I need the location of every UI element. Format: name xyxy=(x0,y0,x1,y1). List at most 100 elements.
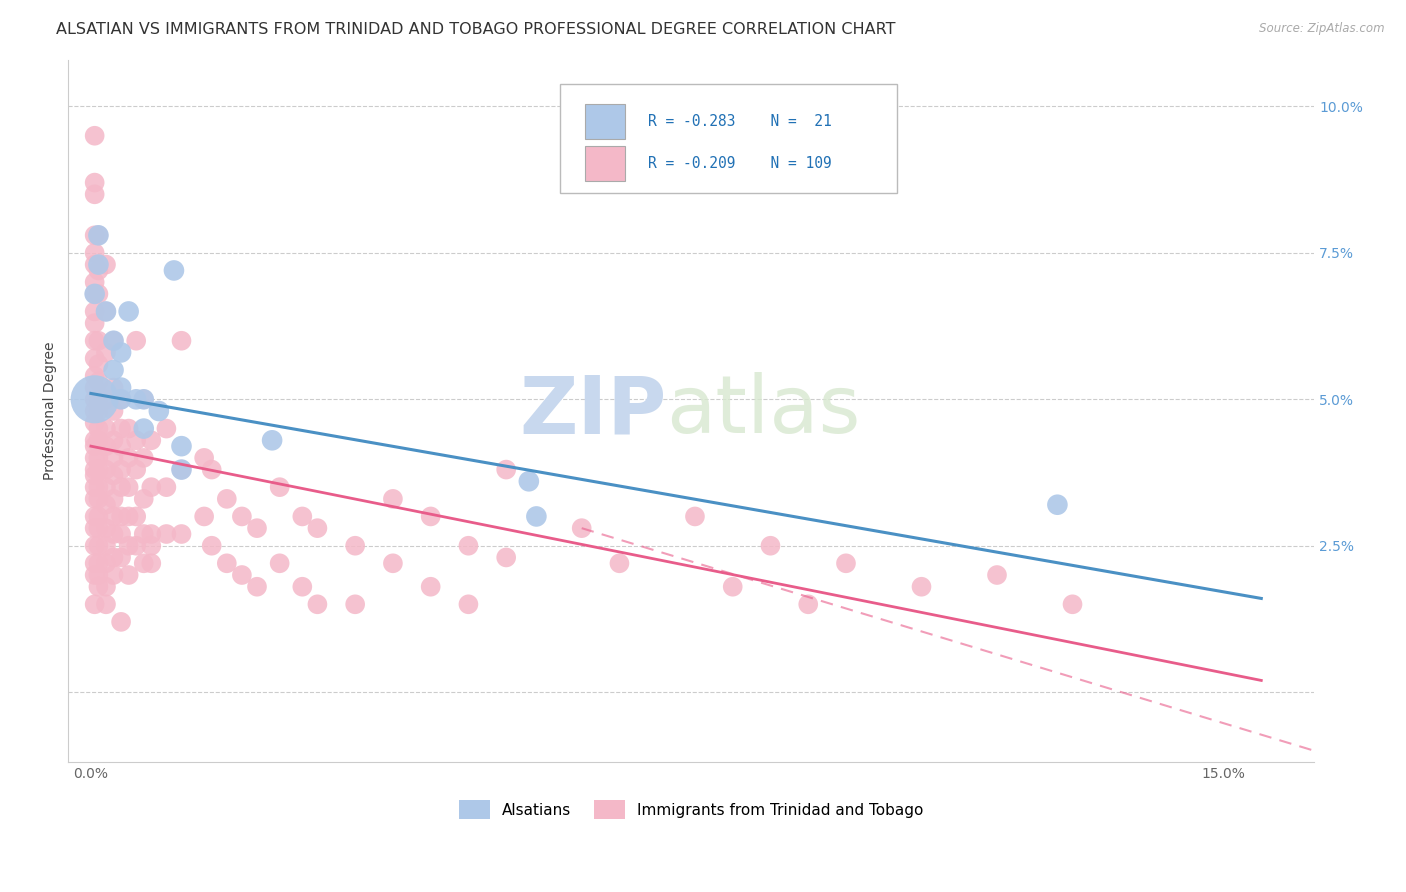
Point xyxy=(103,434,125,448)
Point xyxy=(495,550,517,565)
Point xyxy=(83,416,105,430)
Point xyxy=(83,392,105,407)
Point xyxy=(87,421,110,435)
Point xyxy=(94,304,117,318)
Point xyxy=(87,263,110,277)
Point xyxy=(94,304,117,318)
Point xyxy=(103,363,125,377)
Point xyxy=(419,580,441,594)
Point xyxy=(83,128,105,143)
Point xyxy=(381,491,404,506)
Point xyxy=(155,421,177,435)
Point xyxy=(215,557,238,571)
Point xyxy=(986,568,1008,582)
Point xyxy=(170,527,193,541)
Point xyxy=(125,392,148,407)
Point xyxy=(141,434,163,448)
Point xyxy=(269,557,291,571)
FancyBboxPatch shape xyxy=(561,84,897,194)
Point xyxy=(83,509,105,524)
Point xyxy=(117,304,139,318)
Point xyxy=(110,345,132,359)
Point xyxy=(87,404,110,418)
Point xyxy=(103,527,125,541)
Point xyxy=(87,450,110,465)
Point xyxy=(571,521,593,535)
Point xyxy=(83,462,105,476)
Point xyxy=(83,286,105,301)
Point xyxy=(83,597,105,611)
Point xyxy=(132,392,155,407)
Point xyxy=(83,334,105,348)
Point xyxy=(155,480,177,494)
Point xyxy=(759,539,782,553)
Point xyxy=(83,304,105,318)
Point xyxy=(83,381,105,395)
Point xyxy=(87,539,110,553)
Point xyxy=(201,539,224,553)
Point xyxy=(103,450,125,465)
Point xyxy=(163,263,186,277)
Point xyxy=(110,480,132,494)
Point xyxy=(110,509,132,524)
Point xyxy=(110,392,132,407)
Point xyxy=(125,334,148,348)
Point xyxy=(110,439,132,453)
Point xyxy=(262,434,284,448)
Point xyxy=(231,509,253,524)
Point xyxy=(83,404,105,418)
Point xyxy=(132,491,155,506)
Point xyxy=(132,450,155,465)
Point xyxy=(94,539,117,553)
Point xyxy=(457,597,479,611)
Point xyxy=(87,334,110,348)
Point xyxy=(87,392,110,407)
Point xyxy=(87,491,110,506)
Point xyxy=(83,228,105,243)
Point xyxy=(117,568,139,582)
Point xyxy=(117,421,139,435)
Bar xyxy=(585,146,626,181)
Point xyxy=(87,509,110,524)
Point xyxy=(246,521,269,535)
Legend: Alsatians, Immigrants from Trinidad and Tobago: Alsatians, Immigrants from Trinidad and … xyxy=(453,794,929,825)
Point xyxy=(87,286,110,301)
Point xyxy=(110,550,132,565)
Point xyxy=(83,176,105,190)
Point xyxy=(110,421,132,435)
Point xyxy=(87,462,110,476)
Point xyxy=(94,392,117,407)
Point xyxy=(94,345,117,359)
Point xyxy=(94,258,117,272)
Point xyxy=(215,491,238,506)
Point xyxy=(797,597,820,611)
Point xyxy=(170,462,193,476)
Point xyxy=(835,557,858,571)
Point xyxy=(103,550,125,565)
Point xyxy=(148,404,170,418)
Point xyxy=(117,509,139,524)
Point xyxy=(170,462,193,476)
Point xyxy=(231,568,253,582)
Point xyxy=(83,286,105,301)
Text: ALSATIAN VS IMMIGRANTS FROM TRINIDAD AND TOBAGO PROFESSIONAL DEGREE CORRELATION : ALSATIAN VS IMMIGRANTS FROM TRINIDAD AND… xyxy=(56,22,896,37)
Point xyxy=(457,539,479,553)
Point xyxy=(94,597,117,611)
Point xyxy=(87,228,110,243)
Point xyxy=(609,557,631,571)
Point xyxy=(1062,597,1084,611)
Point xyxy=(117,450,139,465)
Text: Source: ZipAtlas.com: Source: ZipAtlas.com xyxy=(1260,22,1385,36)
Point xyxy=(83,521,105,535)
Point xyxy=(94,439,117,453)
Point xyxy=(103,491,125,506)
Point xyxy=(246,580,269,594)
Point xyxy=(103,381,125,395)
Point xyxy=(344,597,367,611)
Point xyxy=(83,245,105,260)
Point xyxy=(193,450,215,465)
Point xyxy=(87,228,110,243)
Point xyxy=(125,509,148,524)
Point xyxy=(141,480,163,494)
Point xyxy=(110,462,132,476)
